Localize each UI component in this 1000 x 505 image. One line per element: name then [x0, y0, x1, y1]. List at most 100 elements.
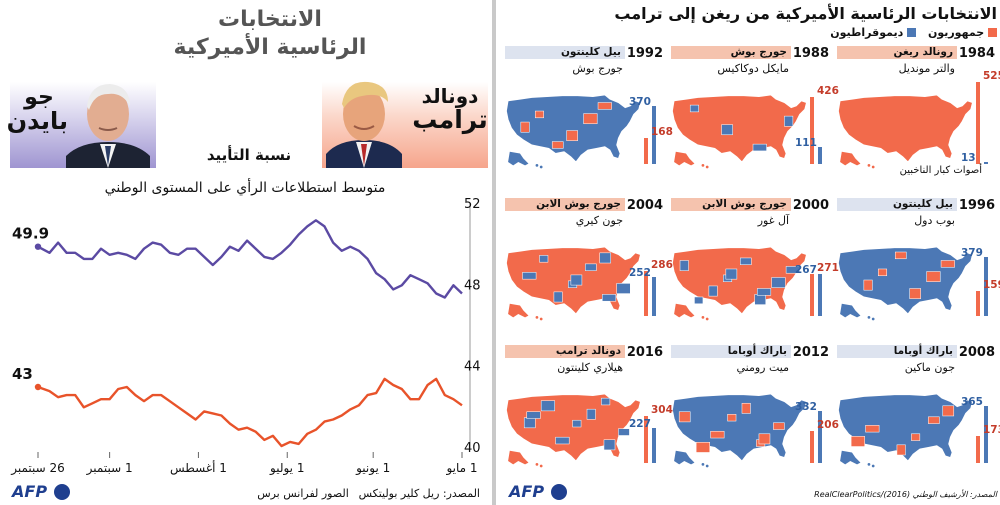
- election-loser: والتر مونديل: [898, 62, 955, 75]
- state-block: [754, 294, 766, 305]
- dem-ev-bar: [818, 147, 822, 164]
- dem-ev-value: 13: [961, 152, 976, 164]
- election-winner: بيل كلينتون: [505, 46, 625, 59]
- election-header: 2000 جورج بوش الابن: [669, 198, 829, 213]
- election-header: 1996 بيل كلينتون: [835, 198, 995, 213]
- us-map: [671, 94, 807, 169]
- election-2008: 2008 باراك أوباما جون ماكين 173 365: [835, 343, 1000, 483]
- state-block: [534, 110, 544, 119]
- state-block: [553, 291, 563, 303]
- election-loser: بوب دول: [914, 214, 955, 227]
- state-block: [618, 428, 630, 436]
- dem-ev-bar: [652, 106, 656, 164]
- right-title: الانتخابات الرئاسية الأميركية من ريغن إل…: [614, 4, 997, 23]
- dem-ev-bar: [984, 406, 988, 463]
- state-block: [616, 283, 631, 294]
- state-block: [708, 285, 718, 297]
- state-block: [771, 277, 786, 288]
- election-header: 2012 باراك أوباما: [669, 345, 829, 360]
- dem-ev-value: 111: [795, 137, 817, 149]
- legend-rep-swatch: [988, 28, 997, 37]
- state-block: [928, 416, 940, 424]
- us-map-states: [678, 402, 785, 453]
- trump-name-line2: ترامب: [412, 105, 488, 134]
- us-map-states: [689, 104, 794, 152]
- afp-logo-right-text: AFP: [509, 482, 545, 501]
- election-winner: باراك أوباما: [837, 345, 957, 358]
- dem-ev-value: 332: [795, 401, 817, 413]
- afp-logo-left-dot: [54, 484, 71, 500]
- trump-name: دونالد ترامب: [412, 86, 488, 133]
- rep-ev-value: 286: [651, 259, 673, 271]
- us-map: [671, 393, 807, 468]
- biden-name-line1: جو: [24, 85, 54, 110]
- election-winner: باراك أوباما: [671, 345, 791, 358]
- election-header: 2008 باراك أوباما: [835, 345, 995, 360]
- afp-logo-right: AFP: [509, 482, 568, 502]
- election-winner: دونالد ترامب: [505, 345, 625, 358]
- y-tick-label: 40: [464, 441, 481, 456]
- election-2004: 2004 جورج بوش الابن جون كيري 286 252: [503, 196, 673, 336]
- state-block: [522, 272, 537, 280]
- election-header: 2016 دونالد ترامب: [503, 345, 663, 360]
- rep-ev-bar: [644, 138, 648, 164]
- rep-ev-value: 525: [983, 70, 1000, 82]
- rep-ev-bar: [810, 274, 814, 316]
- election-header: 1988 جورج بوش: [669, 46, 829, 61]
- state-block: [520, 121, 530, 133]
- election-2016: 2016 دونالد ترامب هيلاري كلينتون 304 227: [503, 343, 673, 483]
- state-block: [526, 411, 541, 419]
- state-block: [586, 408, 596, 420]
- election-year: 2012: [792, 345, 829, 360]
- left-title-line1: الانتخابات: [218, 7, 322, 32]
- rep-ev-value: 271: [817, 262, 839, 274]
- state-block: [601, 397, 611, 406]
- election-1996: 1996 بيل كلينتون بوب دول 159 379: [835, 196, 1000, 336]
- election-loser: جون كيري: [575, 214, 623, 227]
- rep-ev-bar: [810, 431, 814, 463]
- biden-name-line2: بايدن: [6, 107, 68, 136]
- rep-ev-bar: [810, 97, 814, 164]
- us-map-states: [863, 251, 955, 299]
- us-map-states: [523, 397, 630, 451]
- election-winner: جورج بوش الابن: [671, 198, 791, 211]
- election-year: 2008: [958, 345, 995, 360]
- dem-ev-value: 370: [629, 96, 651, 108]
- us-map: [505, 94, 641, 169]
- state-block: [926, 271, 941, 282]
- y-tick-label: 48: [464, 278, 481, 293]
- state-block: [911, 433, 921, 441]
- rep-ev-value: 304: [651, 404, 673, 416]
- y-tick-label: 52: [464, 197, 481, 212]
- state-block: [570, 274, 583, 286]
- approval-panel: الانتخابات الرئاسية الأميركية دونالد ترا…: [0, 0, 492, 505]
- left-title: الانتخابات الرئاسية الأميركية: [130, 6, 410, 62]
- elections-panel: الانتخابات الرئاسية الأميركية من ريغن إل…: [497, 0, 1000, 505]
- series-end-marker-1: [34, 383, 42, 391]
- state-block: [539, 255, 549, 263]
- state-block: [741, 402, 751, 414]
- state-block: [710, 430, 725, 439]
- state-block: [850, 436, 865, 447]
- rep-ev-bar: [644, 416, 648, 463]
- state-block: [878, 268, 888, 277]
- state-block: [602, 294, 617, 302]
- state-block: [585, 263, 597, 271]
- election-winner: بيل كلينتون: [837, 198, 957, 211]
- state-block: [540, 400, 556, 412]
- state-block: [896, 444, 906, 456]
- state-block: [784, 115, 794, 127]
- election-loser: آل غور: [757, 214, 789, 227]
- state-block: [555, 436, 570, 445]
- dem-ev-bar: [818, 411, 822, 463]
- line-chart-svg: 52 48 44 40 49.9 43 1 مايو 1 يونيو 1 يوليو 1 أغسط…: [10, 197, 481, 476]
- photos-credit: الصور لفرانس برس: [257, 487, 349, 500]
- state-block: [603, 439, 616, 451]
- election-year: 1984: [958, 46, 995, 61]
- legend-rep-label: جمهوريون: [927, 26, 985, 39]
- rep-ev-bar: [976, 82, 980, 164]
- trump-name-line1: دونالد: [421, 84, 479, 108]
- election-year: 2000: [792, 198, 829, 213]
- dem-ev-bar: [984, 162, 988, 164]
- election-header: 1992 بيل كلينتون: [503, 46, 663, 61]
